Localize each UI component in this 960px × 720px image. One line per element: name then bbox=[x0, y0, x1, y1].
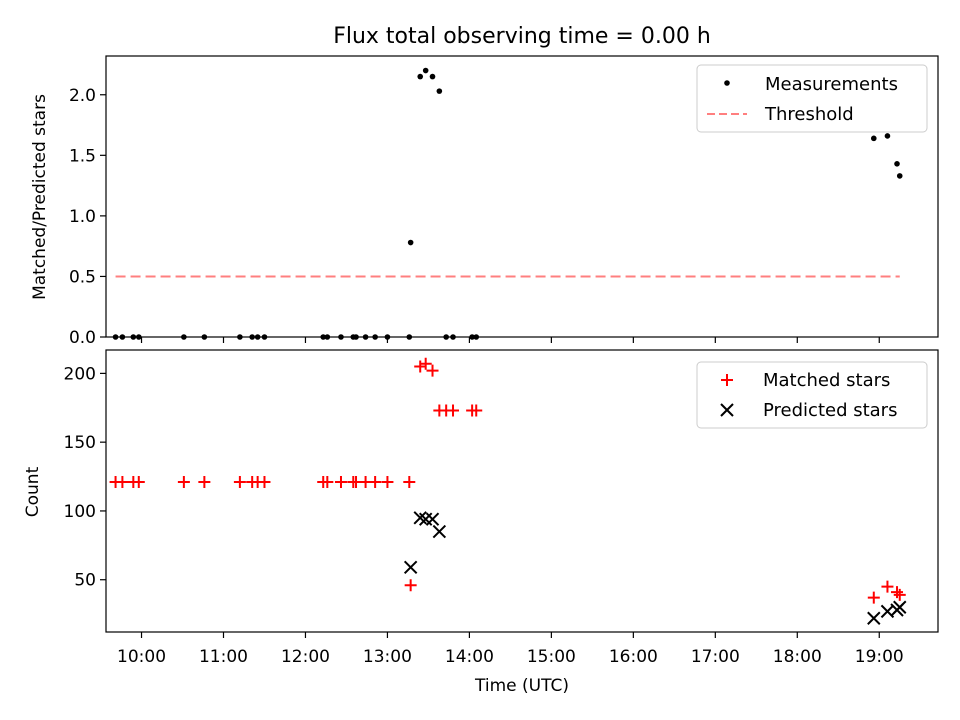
matched-stars-point bbox=[470, 404, 483, 417]
legend-matched-label: Matched stars bbox=[763, 370, 890, 391]
ratio-y-axis-label: Matched/Predicted stars bbox=[30, 94, 50, 300]
predicted-stars-point bbox=[867, 611, 881, 625]
ratio-legend: Measurements Threshold bbox=[696, 64, 928, 133]
matched-stars-point bbox=[321, 476, 334, 489]
legend-threshold-label: Threshold bbox=[764, 104, 854, 125]
matched-stars-point bbox=[258, 476, 271, 489]
ratio-axes-frame bbox=[105, 55, 939, 338]
ratio-y-tick-label: 0.0 bbox=[69, 328, 96, 348]
count-y-tick-label: 50 bbox=[74, 571, 96, 591]
ratio-legend-box bbox=[696, 64, 928, 133]
x-tick-label: 14:00 bbox=[445, 647, 494, 667]
count-y-tick-label: 200 bbox=[64, 364, 96, 384]
count-y-tick-label: 100 bbox=[64, 502, 96, 522]
measurement-point bbox=[896, 173, 903, 179]
matched-stars-point bbox=[414, 360, 427, 373]
legend-predicted-marker bbox=[720, 403, 734, 417]
ratio-y-ticks: 0.0 0.5 1.0 1.5 2.0 bbox=[69, 86, 106, 348]
matched-stars-point bbox=[404, 579, 417, 592]
matched-stars-point bbox=[403, 476, 416, 489]
x-tick-label: 12:00 bbox=[281, 647, 330, 667]
ratio-y-tick-label: 1.5 bbox=[69, 146, 96, 166]
count-axes-frame bbox=[105, 349, 939, 633]
matched-stars-point bbox=[893, 588, 906, 601]
measurement-point bbox=[422, 67, 429, 74]
matched-stars-point bbox=[891, 586, 904, 599]
count-x-ticks: 10:00 11:00 12:00 13:00 14:00 15:00 16:00 17:00… bbox=[117, 632, 904, 667]
count-legend: Matched stars Predicted stars bbox=[696, 361, 928, 429]
predicted-stars-point bbox=[893, 600, 907, 614]
matched-stars-point bbox=[116, 476, 129, 489]
count-legend-box bbox=[696, 361, 928, 429]
x-tick-label: 17:00 bbox=[691, 647, 740, 667]
measurement-point bbox=[894, 160, 900, 167]
x-axis-label: Time (UTC) bbox=[474, 676, 569, 696]
x-tick-label: 19:00 bbox=[855, 647, 904, 667]
ratio-y-tick-label: 1.0 bbox=[69, 207, 96, 227]
legend-measurements-marker bbox=[724, 80, 730, 86]
matched-stars-point bbox=[426, 364, 439, 377]
measurement-point bbox=[417, 73, 424, 80]
predicted-stars-point bbox=[432, 524, 447, 539]
chart-title: Flux total observing time = 0.00 h bbox=[333, 24, 711, 49]
legend-predicted-label: Predicted stars bbox=[763, 400, 897, 421]
ratio-y-tick-label: 0.5 bbox=[69, 267, 96, 287]
measurement-point bbox=[429, 73, 436, 80]
measurement-point bbox=[436, 88, 443, 94]
x-tick-label: 11:00 bbox=[199, 647, 248, 667]
matched-stars-point bbox=[177, 476, 190, 489]
x-tick-label: 18:00 bbox=[773, 647, 822, 667]
legend-matched-marker bbox=[721, 374, 733, 386]
count-y-axis-label: Count bbox=[23, 466, 43, 517]
matched-stars-point bbox=[419, 357, 432, 370]
matched-stars-point bbox=[334, 476, 347, 489]
x-tick-label: 15:00 bbox=[527, 647, 576, 667]
x-tick-label: 10:00 bbox=[117, 647, 166, 667]
matched-stars-point bbox=[369, 476, 382, 489]
measurement-point bbox=[884, 133, 891, 139]
x-tick-label: 13:00 bbox=[363, 647, 412, 667]
matched-stars-point bbox=[447, 404, 460, 417]
matched-stars-point bbox=[132, 476, 145, 489]
measurement-point bbox=[407, 239, 414, 246]
count-y-tick-label: 150 bbox=[64, 433, 96, 453]
legend-measurements-label: Measurements bbox=[765, 74, 898, 95]
matched-stars-point bbox=[867, 591, 880, 604]
matched-stars-point bbox=[233, 476, 246, 489]
x-tick-label: 16:00 bbox=[609, 647, 658, 667]
ratio-panel: Flux total observing time = 0.00 h Match… bbox=[30, 24, 939, 348]
measurement-point bbox=[870, 135, 877, 142]
matched-stars-point bbox=[381, 476, 394, 489]
ratio-x-ticks bbox=[140, 337, 880, 343]
matched-stars-point bbox=[881, 580, 894, 593]
count-y-ticks: 50 100 150 200 bbox=[64, 364, 106, 591]
count-plot-area bbox=[109, 357, 907, 625]
matched-stars-point bbox=[198, 476, 211, 489]
predicted-stars-point bbox=[425, 512, 440, 526]
predicted-stars-point bbox=[403, 560, 418, 575]
ratio-y-tick-label: 2.0 bbox=[69, 86, 96, 106]
